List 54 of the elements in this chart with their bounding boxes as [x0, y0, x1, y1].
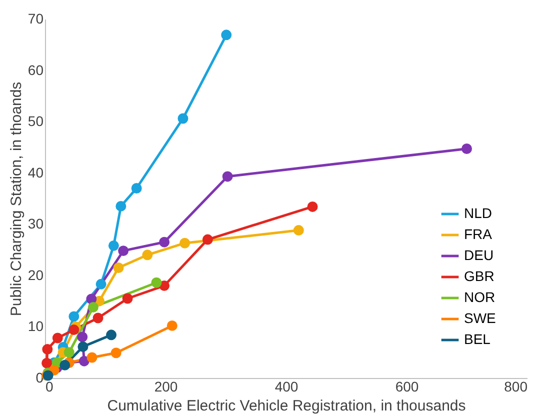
point [88, 302, 98, 312]
legend-label: NOR [464, 289, 496, 305]
point [166, 320, 178, 331]
point [42, 344, 53, 355]
x-axis-title: Cumulative Electric Vehicle Registration, in thousands [107, 398, 466, 414]
point [118, 246, 129, 256]
point [307, 201, 318, 212]
point [142, 250, 153, 260]
legend-label: BEL [464, 331, 491, 347]
y-tick-label: 30 [28, 216, 44, 232]
y-tick-label: 10 [28, 318, 44, 334]
point [178, 113, 188, 124]
point [60, 360, 70, 370]
point [180, 238, 190, 248]
point [110, 348, 122, 358]
legend-label: GBR [464, 268, 494, 284]
point [462, 144, 472, 154]
point [131, 183, 142, 194]
point [108, 240, 119, 251]
legend-label: DEU [464, 247, 494, 263]
point [159, 236, 170, 248]
point [64, 347, 74, 358]
point [77, 332, 88, 342]
point [68, 311, 80, 322]
point [221, 30, 232, 40]
point [78, 356, 90, 366]
y-tick-label: 40 [28, 164, 44, 180]
x-tick-label: 800 [504, 378, 528, 394]
x-tick-label: 200 [154, 378, 178, 394]
point [116, 200, 126, 212]
x-tick-label: 600 [395, 378, 419, 394]
y-tick-label: 20 [28, 266, 44, 283]
point [92, 312, 104, 324]
legend-label: FRA [464, 226, 493, 242]
y-tick-label: 50 [28, 113, 44, 130]
legend-label: SWE [464, 310, 496, 326]
y-tick-label: 60 [28, 62, 44, 78]
point [42, 358, 52, 368]
x-tick-label: 400 [274, 378, 298, 394]
point [122, 293, 133, 304]
point [78, 341, 88, 352]
point [222, 171, 233, 182]
point [86, 352, 98, 363]
point [106, 330, 117, 340]
y-tick-label: 70 [28, 10, 44, 26]
point [96, 278, 106, 290]
point [68, 324, 80, 336]
y-axis-title: Public Charging Station, in thoands [8, 82, 25, 316]
point [202, 234, 213, 245]
legend-label: NLD [464, 205, 492, 221]
point [293, 225, 304, 236]
point [52, 332, 63, 344]
point [151, 277, 162, 288]
point [113, 262, 124, 273]
